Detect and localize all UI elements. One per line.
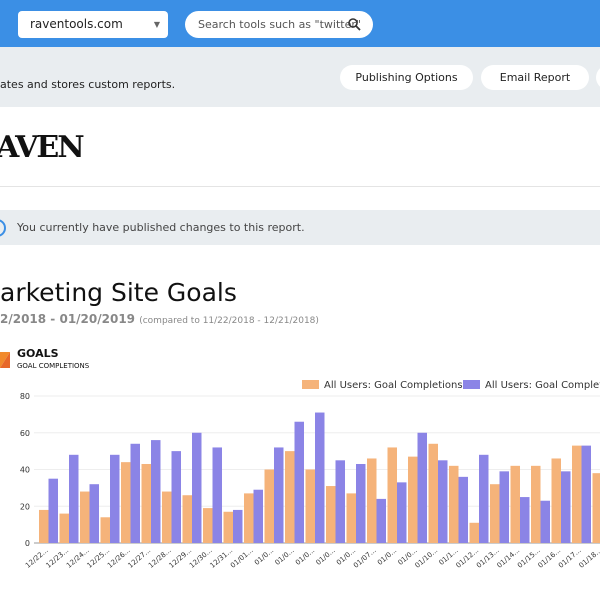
bar	[326, 486, 336, 543]
x-tick-label: 01/01...	[229, 546, 255, 569]
bar	[356, 463, 366, 543]
bar	[171, 451, 181, 543]
bar	[59, 513, 69, 543]
chart-subtitle: GOAL COMPLETIONS	[17, 362, 90, 370]
toolbar-description: ates and stores custom reports.	[0, 78, 176, 91]
y-tick-label: 20	[20, 502, 30, 511]
bar	[387, 447, 397, 543]
bar	[581, 445, 591, 543]
bar	[315, 412, 325, 543]
bar	[449, 465, 459, 543]
bar	[203, 508, 213, 543]
report-title: arketing Site Goals	[0, 278, 237, 307]
x-tick-label: 01/0...	[294, 546, 316, 567]
bar	[428, 443, 438, 543]
bar	[397, 482, 407, 543]
bar	[417, 432, 427, 543]
bar	[233, 509, 243, 543]
bar	[531, 465, 541, 543]
button[interactable]: Email Report	[481, 65, 589, 90]
bar	[490, 484, 500, 543]
bar	[80, 491, 90, 543]
report-dates: 2/2018 - 01/20/2019 (compared to 11/22/2…	[0, 312, 319, 326]
button[interactable]	[596, 65, 600, 90]
bar	[551, 458, 561, 543]
legend-swatch	[302, 380, 319, 389]
date-range: 2/2018 - 01/20/2019	[0, 312, 136, 326]
search-placeholder: Search tools such as "twitter"	[198, 18, 361, 31]
x-tick-label: 01/0...	[253, 546, 275, 567]
y-tick-label: 0	[25, 539, 30, 548]
bar	[438, 460, 448, 543]
bar	[253, 489, 263, 543]
bar	[572, 445, 582, 543]
bar	[305, 469, 315, 543]
x-tick-label: 01/07...	[352, 546, 378, 569]
chart: GOALS GOAL COMPLETIONS 0 20 40 60 80 All User…	[0, 347, 600, 570]
bar	[244, 493, 254, 543]
bar	[110, 454, 120, 543]
x-tick-label: 01/10...	[414, 546, 440, 569]
site-name: raventools.com	[30, 17, 123, 31]
y-tick-label: 40	[20, 466, 30, 475]
x-tick-label: 01/18...	[578, 546, 600, 569]
bar	[39, 509, 49, 543]
compared-range: (compared to 11/22/2018 - 12/21/2018)	[139, 316, 319, 326]
bar	[121, 462, 131, 543]
bar	[264, 469, 274, 543]
logo: AVEN	[0, 130, 85, 165]
y-tick-label: 80	[20, 392, 30, 401]
bar	[479, 454, 489, 543]
bar	[100, 517, 110, 543]
y-tick-label: 60	[20, 429, 30, 438]
site-select[interactable]: raventools.com ▼	[18, 11, 168, 38]
x-tick-label: 01/0...	[376, 546, 398, 567]
bar	[69, 454, 79, 543]
notice-text: You currently have published changes to …	[17, 221, 305, 234]
bar	[89, 484, 99, 543]
bar	[151, 440, 161, 543]
bar	[499, 471, 509, 543]
bar	[561, 471, 571, 543]
bar	[130, 443, 140, 543]
legend-label: All Users: Goal Completio	[485, 380, 600, 391]
bar	[162, 491, 172, 543]
bar	[458, 476, 468, 543]
bar	[182, 495, 192, 543]
bar	[592, 473, 600, 543]
divider	[0, 186, 600, 187]
bar	[223, 511, 233, 543]
bar	[510, 465, 520, 543]
bar	[376, 498, 386, 543]
bar	[346, 493, 356, 543]
notice-bar: You currently have published changes to …	[0, 210, 600, 245]
bar	[408, 456, 418, 543]
button[interactable]: Publishing Options	[340, 65, 473, 90]
bar	[141, 463, 151, 543]
bar	[274, 447, 284, 543]
bar	[367, 458, 377, 543]
bar	[212, 447, 222, 543]
bar	[48, 478, 58, 543]
bar	[540, 500, 550, 543]
chart-title: GOALS	[17, 347, 59, 360]
legend-swatch	[463, 380, 480, 389]
legend-label: All Users: Goal Completions	[324, 380, 463, 391]
x-tick-label: 01/0...	[314, 546, 336, 567]
search-box[interactable]: Search tools such as "twitter"	[185, 11, 373, 38]
bar	[294, 421, 304, 543]
bar	[469, 522, 479, 543]
x-tick-label: 01/0...	[273, 546, 295, 567]
bar	[520, 497, 530, 543]
bar	[285, 451, 295, 543]
bar	[192, 432, 202, 543]
search-icon	[348, 18, 361, 31]
bar	[335, 460, 345, 543]
